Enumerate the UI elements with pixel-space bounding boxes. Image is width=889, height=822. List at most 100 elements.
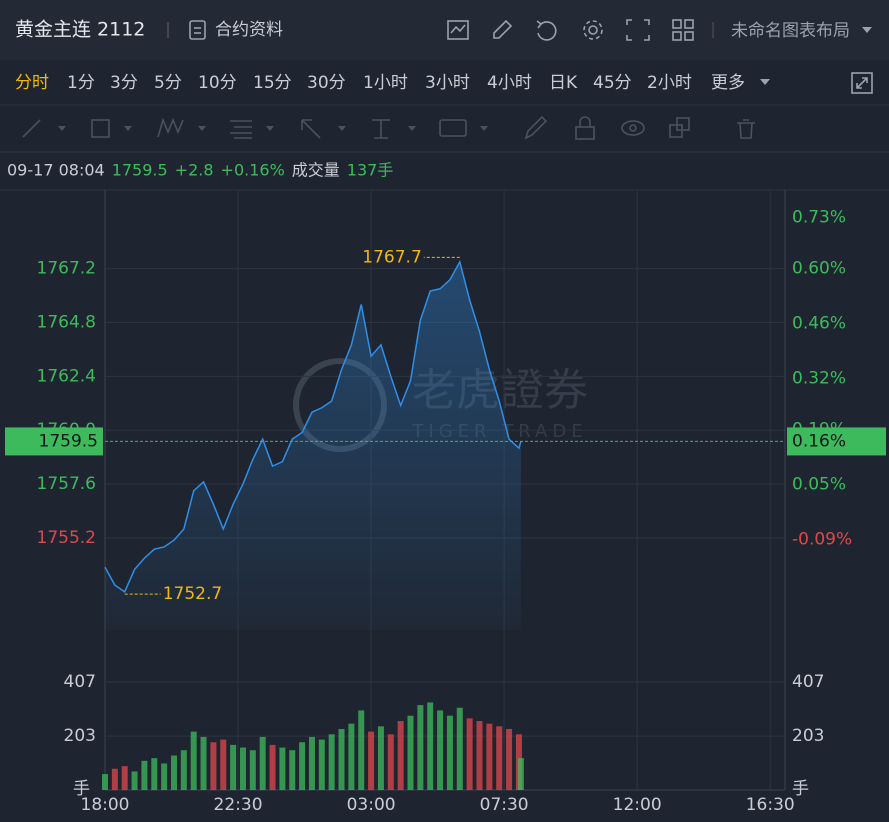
volume-bar <box>141 760 148 790</box>
volume-bar <box>289 750 296 790</box>
volume-bar <box>180 750 187 790</box>
x-tick-label: 03:00 <box>347 795 396 815</box>
last-pct-tag <box>787 427 886 456</box>
top-bar <box>0 0 889 60</box>
y-tick-label: 1764.8 <box>37 312 96 332</box>
volume-bar <box>230 744 237 790</box>
timeframe[interactable]: 30分 <box>307 73 346 93</box>
quote-volume-label: 成交量 <box>292 161 340 180</box>
quote-volume: 137手 <box>347 161 394 180</box>
volume-bar <box>220 739 227 790</box>
y2-tick-label: 203 <box>792 726 824 746</box>
volume-bar <box>210 742 217 790</box>
last-pct-label: 0.16% <box>792 431 846 451</box>
volume-bar <box>427 702 434 790</box>
y2-tick-label: 0.60% <box>792 259 846 279</box>
volume-bar <box>299 742 306 790</box>
volume-bar <box>121 766 128 790</box>
volume-bar <box>161 763 168 790</box>
volume-bar <box>328 734 335 790</box>
more-menu[interactable]: 更多 <box>711 73 745 93</box>
volume-bar <box>190 731 197 790</box>
volume-bar <box>131 771 138 790</box>
toolbar-icons[interactable] <box>447 19 694 41</box>
volume-bar <box>279 747 286 790</box>
volume-bar <box>170 755 177 790</box>
volume-bar <box>249 750 256 790</box>
volume-bar <box>466 718 473 790</box>
x-tick-label: 18:00 <box>81 795 130 815</box>
volume-bar <box>476 721 483 790</box>
volume-bar <box>151 758 158 790</box>
volume-bar <box>506 728 513 790</box>
drawing-tools <box>22 115 755 140</box>
y2-tick-label: 0.73% <box>792 208 846 228</box>
dropdown-arrow[interactable] <box>760 79 770 85</box>
last-price-label: 1759.5 <box>39 431 98 451</box>
timeframe[interactable]: 10分 <box>198 73 237 93</box>
y2-tick-label: 0.32% <box>792 369 846 389</box>
y-tick-label: 1762.4 <box>37 366 96 386</box>
x-tick-label: 12:00 <box>613 795 662 815</box>
timeframe[interactable]: 45分 <box>593 73 632 93</box>
layout-name[interactable]: 未命名图表布局 <box>731 21 850 41</box>
y-tick-label: 1767.2 <box>37 259 96 279</box>
quote-time: 09-17 08:04 <box>7 161 105 180</box>
volume-bar <box>338 728 345 790</box>
volume-unit: 手 <box>73 779 90 799</box>
volume-bar <box>517 758 524 790</box>
volume-bar <box>456 707 463 790</box>
last-price-tag <box>5 427 103 456</box>
y-tick-label: 1757.6 <box>37 474 96 494</box>
volume-bar <box>348 723 355 790</box>
dropdown-arrow[interactable] <box>862 27 872 33</box>
y-tick-label: 407 <box>64 672 96 692</box>
volume-bar <box>358 710 365 790</box>
timeframe[interactable]: 日K <box>549 73 578 93</box>
timeframe[interactable]: 2小时 <box>647 73 692 93</box>
contract-icon[interactable] <box>189 20 206 40</box>
volume-bar <box>407 715 414 790</box>
fullscreen-icon[interactable] <box>851 72 873 94</box>
y2-tick-label: 407 <box>792 672 824 692</box>
volume-bar <box>269 744 276 790</box>
volume-bar <box>111 768 118 790</box>
volume-bar <box>496 726 503 790</box>
y2-tick-label: 0.05% <box>792 475 846 495</box>
contract-info[interactable]: 合约资料 <box>215 20 283 40</box>
volume-bar <box>437 710 444 790</box>
volume-bar <box>318 739 325 790</box>
timeframe[interactable]: 3小时 <box>425 73 470 93</box>
timeframe[interactable]: 1分 <box>67 73 95 93</box>
x-tick-label: 22:30 <box>214 795 263 815</box>
timeframe[interactable]: 4小时 <box>487 73 532 93</box>
quote-change: +2.8 <box>175 161 214 180</box>
y-tick-label: 1755.2 <box>37 528 96 548</box>
timeframe[interactable]: 5分 <box>154 73 182 93</box>
timeframe[interactable]: 1小时 <box>363 73 408 93</box>
quote-price: 1759.5 <box>112 161 168 180</box>
volume-bar <box>387 734 394 790</box>
volume-bar <box>308 736 315 790</box>
volume-bar <box>102 774 108 790</box>
title: 黄金主连 2112 <box>15 19 145 41</box>
quote-change-pct: +0.16% <box>221 161 285 180</box>
annotation-label: 1767.7 <box>362 247 421 267</box>
volume-bar <box>239 747 246 790</box>
x-tick-label: 16:30 <box>746 795 795 815</box>
volume-bar <box>417 705 424 790</box>
x-tick-label: 07:30 <box>480 795 529 815</box>
timeframe[interactable]: 分时 <box>15 73 49 93</box>
y2-tick-label: -0.09% <box>792 530 852 550</box>
y-tick-label: 203 <box>64 726 96 746</box>
timeframe[interactable]: 3分 <box>110 73 138 93</box>
timeframe[interactable]: 15分 <box>253 73 292 93</box>
volume-bar <box>486 723 493 790</box>
volume-bar <box>259 736 266 790</box>
volume-bar <box>200 736 207 790</box>
price-line <box>104 259 522 593</box>
y2-tick-label: 0.46% <box>792 314 846 334</box>
annotation-label: 1752.7 <box>163 584 222 604</box>
